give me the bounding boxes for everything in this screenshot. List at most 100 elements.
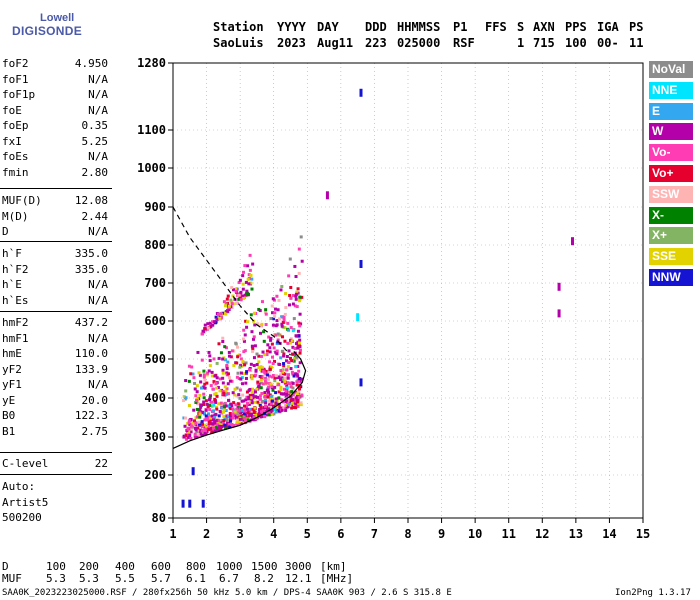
echo-point [259,386,263,390]
footer-muf-800: 6.1 [186,572,206,585]
echo-point [239,364,243,368]
echo-point [201,431,205,435]
echo-point [249,281,253,285]
echo-point [245,401,249,405]
echo-point [275,342,279,346]
echo-point [295,400,299,404]
echo-point [288,294,292,298]
echo-point [260,410,264,414]
y-tick-label: 500 [144,352,166,366]
echo-point [299,401,303,405]
param-name: foF1p [2,88,36,101]
echo-point [218,316,222,320]
echo-point [236,355,240,359]
param-row-fmin: fmin 2.80 [2,166,108,181]
echo-point [259,381,263,385]
param-value: N/A [88,278,108,291]
echo-point [286,365,290,369]
echo-point [267,399,271,403]
echo-point [267,411,271,415]
param-row-hme: hmE 110.0 [2,347,108,362]
param-name: 500200 [2,511,42,524]
echo-point [184,379,188,383]
x-tick-label: 13 [569,527,583,541]
echo-point [264,401,268,405]
echo-point [283,339,287,343]
echo-point [263,353,267,357]
param-value: N/A [88,72,108,86]
echo-point [208,398,212,402]
echo-point [272,403,276,407]
echo-point [295,380,299,384]
echo-point [267,335,271,339]
echo-point [283,399,287,403]
echo-point [232,364,236,368]
echo-point [282,318,286,322]
echo-point [298,297,302,301]
echo-point [247,402,251,406]
x-tick-label: 7 [371,527,378,541]
echo-point [250,401,254,405]
echo-point [286,341,290,345]
echo-point [238,396,242,400]
legend-item-e: E [649,102,693,120]
echo-point [279,406,283,410]
echo-point [257,366,261,370]
echo-point [221,410,225,414]
echo-point [230,379,234,383]
echo-point [217,402,221,406]
echo-point [271,311,275,315]
echo-point [248,387,252,391]
legend-item-x-: X- [649,206,693,224]
echo-point [253,323,257,327]
echo-point [260,391,264,395]
echo-point [203,327,207,331]
echo-point [223,393,227,397]
echo-point [300,259,304,263]
echo-point [247,395,251,399]
isolated-echo [359,88,363,97]
footer-d-1500: 1500 [251,560,278,573]
echo-point [214,392,218,396]
echo-point [230,300,234,304]
echo-point [298,312,302,316]
echo-point [299,403,303,407]
echo-point [217,428,221,432]
echo-point [223,416,227,420]
footer-muf-400: 5.5 [115,572,135,585]
echo-point [208,396,212,400]
echo-point [237,280,241,284]
echo-point [268,346,272,350]
echo-point [213,413,217,417]
echo-point [242,296,246,300]
isolated-echo [557,282,561,291]
echo-point [243,404,247,408]
echo-point [200,358,204,362]
echo-point [256,380,260,384]
echo-point [208,354,212,358]
echo-point [297,334,301,338]
echo-point [300,377,304,381]
echo-point [266,373,270,377]
echo-point [280,398,284,402]
echo-point [206,405,210,409]
echo-point [234,403,238,407]
echo-point [281,320,285,324]
echo-point [275,349,279,353]
echo-point [208,407,212,411]
echo-point [297,369,301,373]
echo-point [209,400,213,404]
echo-point [287,303,291,307]
echo-point [216,421,220,425]
echo-point [221,376,225,380]
echo-point [263,391,267,395]
param-separator [0,474,112,475]
y-tick-label: 1100 [137,123,166,137]
echo-point [262,330,266,334]
isolated-echo [188,499,192,508]
echo-point [274,391,278,395]
echo-point [241,337,245,341]
echo-point [274,401,278,405]
echo-point [287,274,291,278]
echo-point [282,352,286,356]
